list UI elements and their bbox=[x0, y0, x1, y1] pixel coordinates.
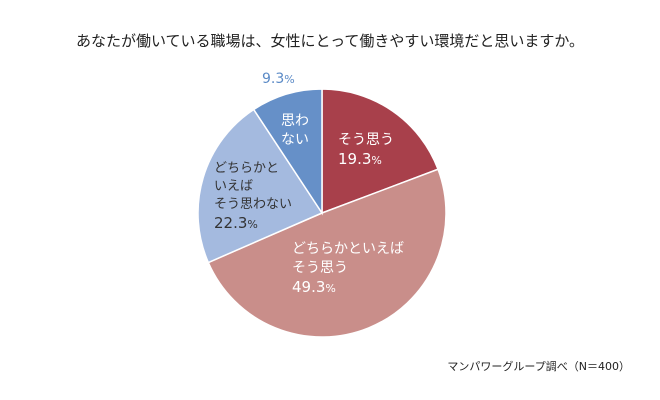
label-text: そう思わない bbox=[214, 197, 293, 212]
label-text: そう思う bbox=[292, 260, 348, 276]
slice-label-disagree: 思わ ない bbox=[281, 112, 309, 150]
slice-label-somewhat-disagree: どちらかと いえば そう思わない 22.3% bbox=[214, 160, 292, 234]
slice-label-somewhat-agree: どちらかといえば そう思う 49.3% bbox=[292, 240, 404, 298]
label-text: どちらかと bbox=[214, 161, 280, 176]
unit: % bbox=[325, 282, 336, 295]
chart-title: あなたが働いている職場は、女性にとって働きやすい環境だと思いますか。 bbox=[75, 32, 585, 50]
value-label: 22.3 bbox=[214, 214, 248, 232]
label-text: いえば bbox=[214, 179, 254, 194]
value-label: 49.3 bbox=[292, 278, 326, 296]
value-label: 19.3 bbox=[338, 150, 372, 168]
value-label-disagree: 9.3% bbox=[262, 70, 295, 89]
label-text: ない bbox=[281, 132, 309, 148]
unit: % bbox=[371, 154, 382, 167]
pie-slice-0 bbox=[321, 88, 439, 215]
pie-slice-1 bbox=[207, 168, 447, 338]
pie-slice-3 bbox=[252, 88, 323, 216]
pie-slice-2 bbox=[197, 108, 324, 264]
label-text: そう思う bbox=[338, 132, 394, 148]
unit: % bbox=[284, 73, 295, 86]
slice-label-agree: そう思う 19.3% bbox=[338, 131, 394, 170]
unit: % bbox=[247, 218, 258, 231]
label-text: どちらかといえば bbox=[292, 241, 404, 257]
label-text: 思わ bbox=[281, 113, 309, 129]
value-label: 9.3 bbox=[262, 71, 285, 87]
source-note: マンパワーグループ調べ（N＝400） bbox=[447, 360, 630, 373]
